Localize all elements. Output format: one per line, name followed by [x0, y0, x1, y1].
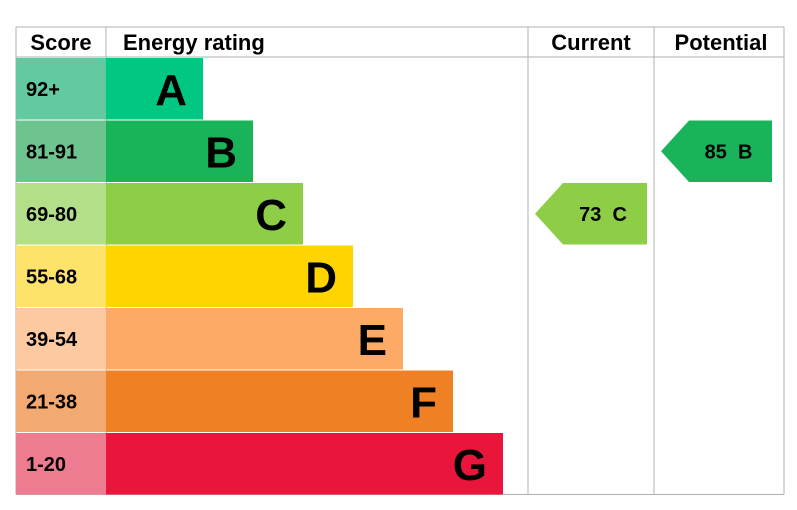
rating-bands: 92+ A 81-91 B 69-80 C 55-68 D 39-54 E 21-38 F 1-20 G	[16, 58, 503, 495]
rating-letter-f: F	[410, 378, 437, 427]
score-range-c: 69-80	[26, 204, 77, 226]
rating-letter-a: A	[155, 66, 187, 115]
rating-bar-g	[106, 433, 503, 495]
rating-bar-b	[106, 120, 253, 182]
rating-bar-d	[106, 245, 353, 307]
rating-letter-b: B	[205, 128, 237, 177]
rating-letter-e: E	[358, 316, 387, 365]
current-rating-label: 73 C	[579, 204, 627, 226]
rating-bar-c	[106, 183, 303, 245]
score-range-b: 81-91	[26, 141, 77, 163]
score-cell-a	[16, 58, 106, 120]
score-header: Score	[30, 30, 91, 55]
score-cell-e	[16, 308, 106, 370]
rating-letter-g: G	[453, 441, 487, 490]
score-cell-d	[16, 245, 106, 307]
score-cell-f	[16, 370, 106, 432]
rating-bar-f	[106, 370, 453, 432]
rating-bar-a	[106, 58, 203, 120]
potential-header: Potential	[675, 30, 768, 55]
current-arrow	[535, 183, 647, 245]
potential-rating-label: 85 B	[705, 141, 753, 163]
rating-bar-e	[106, 308, 403, 370]
score-cell-b	[16, 120, 106, 182]
score-range-f: 21-38	[26, 391, 77, 413]
score-range-a: 92+	[26, 79, 60, 101]
score-range-d: 55-68	[26, 266, 77, 288]
rating-letter-c: C	[255, 191, 287, 240]
score-cell-c	[16, 183, 106, 245]
current-header: Current	[551, 30, 631, 55]
score-range-e: 39-54	[26, 329, 78, 351]
potential-arrow	[661, 120, 772, 182]
rating-indicators: 73 C 85 B	[535, 120, 772, 245]
energy-rating-header: Energy rating	[123, 30, 265, 55]
score-cell-g	[16, 433, 106, 495]
rating-letter-d: D	[305, 253, 337, 302]
score-range-g: 1-20	[26, 454, 66, 476]
header-row: Score Energy rating Current Potential	[30, 30, 767, 55]
